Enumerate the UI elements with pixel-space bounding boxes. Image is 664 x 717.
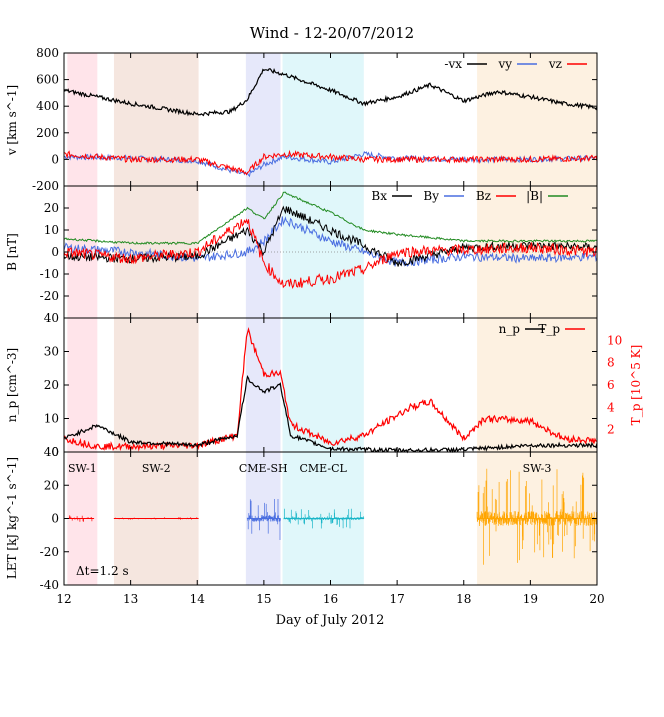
xtick-label: 17 (389, 592, 404, 606)
legend-label-vx: -vx (444, 57, 462, 71)
ytick-right-label-temperature: 2 (607, 423, 615, 437)
dt-annotation: Δt=1.2 s (76, 564, 129, 578)
series-velocity-vz (63, 149, 598, 176)
ytick-right-label-temperature: 4 (607, 400, 615, 414)
ytick-label-velocity: 400 (36, 99, 59, 113)
region-backgrounds (67, 53, 597, 585)
ytick-label-magnetic: 20 (44, 201, 59, 215)
ytick-label-let: 0 (51, 512, 59, 526)
series-magnetic-bx (63, 205, 598, 267)
series-velocity-vx (63, 68, 598, 117)
legend-label-vz: vz (548, 57, 562, 71)
region-label-cme-sh: CME-SH (239, 462, 288, 475)
region-cme-cl (282, 53, 364, 585)
ytick-label-density-temperature: 30 (44, 345, 59, 359)
region-sw-2 (113, 53, 199, 585)
ytick-label-velocity: 800 (36, 46, 59, 60)
region-sw-3 (477, 53, 597, 585)
let-cme-sh (246, 499, 281, 540)
region-label-sw-3: SW-3 (523, 462, 552, 475)
ytick-label-magnetic: 10 (44, 223, 59, 237)
ytick-label-density-temperature: 40 (44, 311, 59, 325)
series-magnetic-bz (63, 218, 598, 289)
axes: SW-1 SW-2 CME-SH CME-CL SW-3-200020040060080… (5, 46, 643, 606)
xtick-label: 15 (256, 592, 271, 606)
ylabel-temperature: T_p [10^5 K] (629, 345, 643, 426)
series-magnetic-b (63, 191, 598, 246)
ytick-label-velocity: -200 (32, 179, 59, 193)
legend-label-b: |B| (526, 189, 543, 203)
region-cme-sh (245, 53, 281, 585)
ytick-label-velocity: 0 (51, 152, 59, 166)
x-axis-label: Day of July 2012 (276, 613, 385, 628)
data-series (63, 68, 598, 565)
xtick-label: 18 (456, 592, 471, 606)
xtick-label: 19 (523, 592, 538, 606)
series-density-temperature-tp (63, 327, 598, 452)
ytick-right-label-temperature: 8 (607, 356, 615, 370)
ytick-label-density-temperature: 0 (51, 445, 59, 459)
ytick-label-let: -20 (40, 545, 59, 559)
region-label-sw-1: SW-1 (68, 462, 97, 475)
legend-label-vy: vy (497, 57, 512, 71)
ytick-label-density-temperature: 20 (44, 378, 59, 392)
let-sw-3 (476, 468, 598, 565)
xtick-label: 20 (589, 592, 604, 606)
xtick-label: 13 (123, 592, 138, 606)
ytick-label-velocity: 600 (36, 73, 59, 87)
xtick-label: 14 (190, 592, 206, 606)
legend-label-by: By (423, 189, 439, 203)
ytick-right-label-temperature: 6 (607, 378, 615, 392)
ylabel-velocity: v [km s^-1] (5, 85, 19, 156)
legend-label-np: n_p (499, 322, 521, 336)
legend-label-tp: T_p (538, 322, 560, 336)
region-label-sw-2: SW-2 (142, 462, 171, 475)
ylabel-let: LET [kJ kg^-1 s^-1] (5, 457, 19, 579)
ytick-label-let: -40 (40, 578, 59, 592)
chart-title: Wind - 12-20/07/2012 (250, 24, 414, 42)
region-label-cme-cl: CME-CL (299, 462, 347, 475)
ylabel-magnetic: B [nT] (5, 233, 19, 271)
legend-label-bz: Bz (476, 189, 491, 203)
ytick-label-let: 40 (44, 445, 59, 459)
xtick-label: 16 (323, 592, 338, 606)
region-sw-1 (67, 53, 98, 585)
ylabel-density: n_p [cm^-3] (5, 348, 19, 422)
ytick-label-magnetic: 0 (51, 245, 59, 259)
ytick-right-label-temperature: 10 (607, 333, 622, 347)
ytick-label-magnetic: -10 (40, 267, 59, 281)
ytick-label-density-temperature: 10 (44, 412, 59, 426)
legend-label-bx: Bx (371, 189, 387, 203)
ytick-label-let: 20 (44, 478, 59, 492)
series-magnetic-by (63, 216, 598, 267)
ytick-label-magnetic: -20 (40, 289, 59, 303)
ytick-label-velocity: 200 (36, 126, 59, 140)
xtick-label: 12 (56, 592, 71, 606)
